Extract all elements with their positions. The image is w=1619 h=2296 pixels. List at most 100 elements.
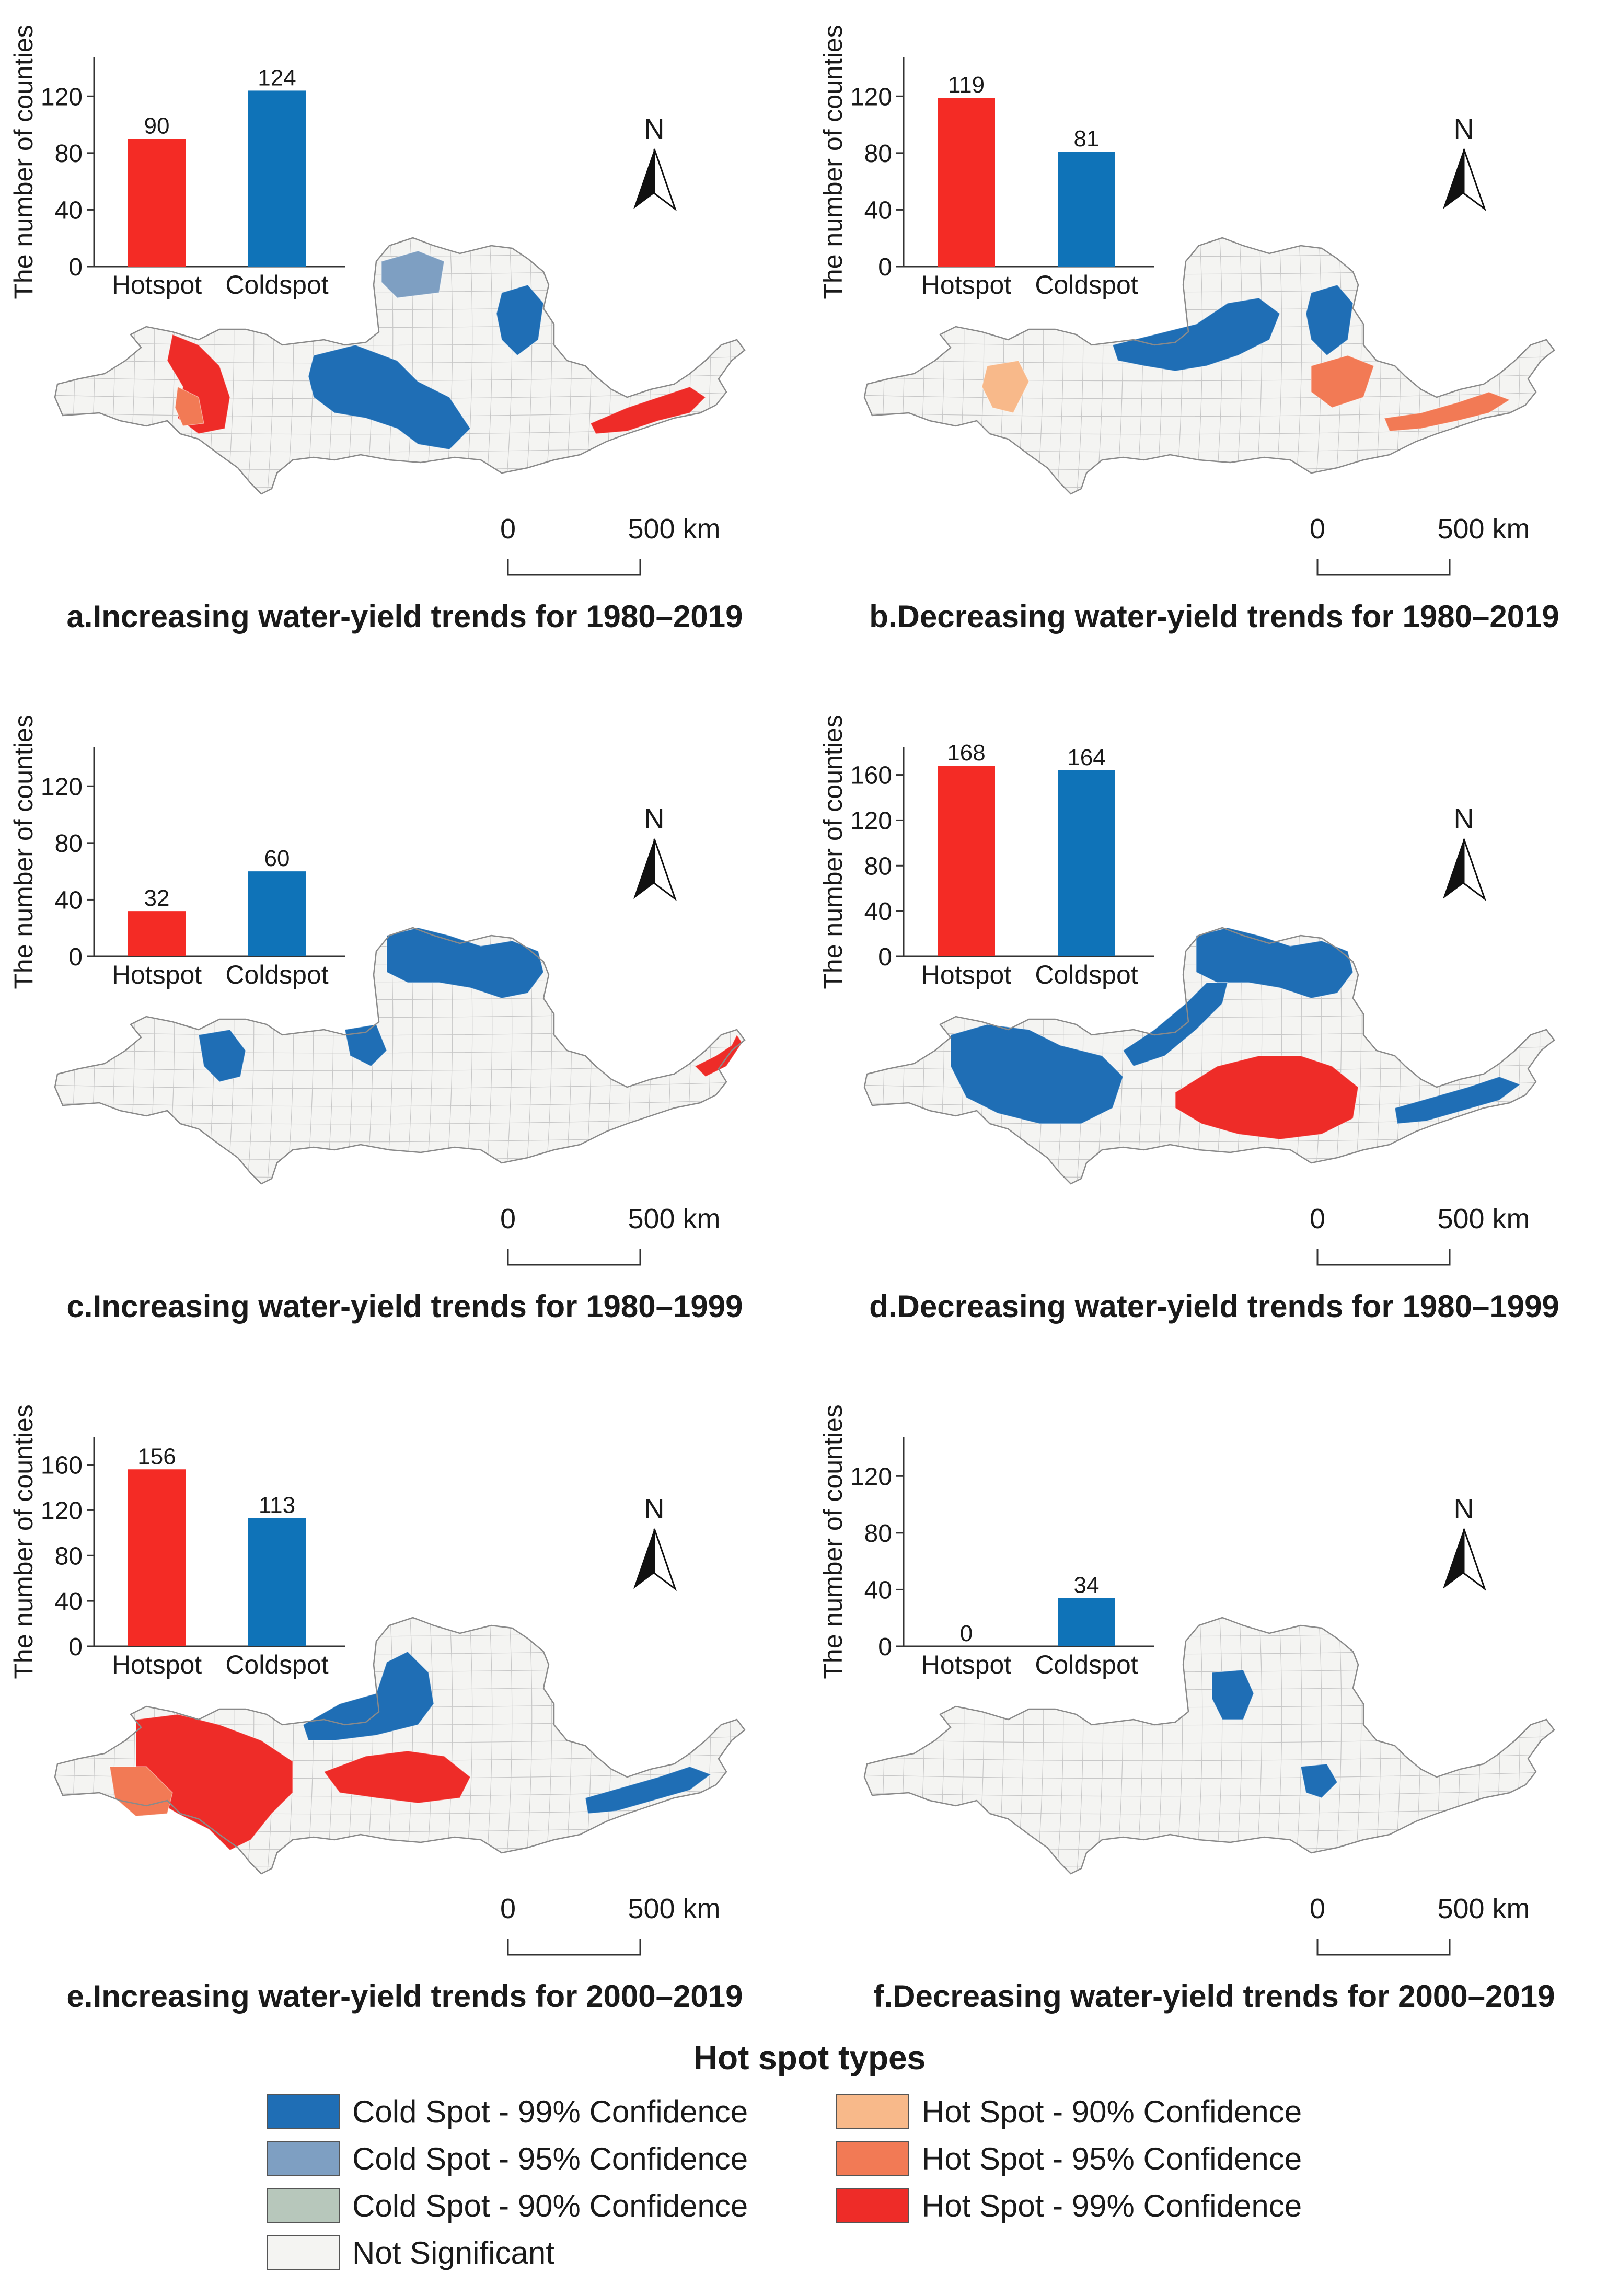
x-tick-label: Coldspot bbox=[1035, 270, 1138, 299]
bar-value-label: 113 bbox=[259, 1493, 295, 1518]
legend-swatch bbox=[267, 2094, 340, 2129]
legend-label: Not Significant bbox=[352, 2235, 554, 2270]
legend-item: Cold Spot - 95% Confidence bbox=[267, 2138, 748, 2179]
panel-f-graphic: The number of counties 0 40 80 120 0 Hotspot 34… bbox=[818, 1404, 1555, 1956]
bar-chart: The number of counties 0 40 80 120 90 Hotspot 1… bbox=[9, 25, 345, 299]
y-tick-label: 40 bbox=[864, 197, 892, 224]
region-hot95-upper bbox=[175, 386, 204, 426]
panel-a: The number of counties 0 40 80 120 90 Hotspot 1… bbox=[0, 0, 810, 690]
basin-map bbox=[54, 1617, 746, 1875]
y-tick-label: 160 bbox=[850, 762, 892, 790]
y-tick-label: 40 bbox=[55, 197, 83, 224]
legend: Hot spot types Cold Spot - 99% Confidenc… bbox=[0, 2028, 1619, 2296]
bar-value-label: 119 bbox=[948, 72, 985, 98]
scale-bar: 0 500 km bbox=[1310, 513, 1530, 576]
region-cold99-lower bbox=[1394, 1076, 1521, 1124]
x-tick-label: Coldspot bbox=[225, 270, 328, 299]
y-tick-label: 80 bbox=[55, 830, 83, 858]
caption-f: f.Decreasing water-yield trends for 2000… bbox=[873, 1979, 1555, 2014]
region-cold99-northeast bbox=[1305, 284, 1354, 356]
legend-swatch bbox=[267, 2235, 340, 2270]
bar-hotspot bbox=[128, 1469, 186, 1646]
bar-value-label: 81 bbox=[1074, 126, 1100, 152]
bar-chart: The number of counties 0 40 80 120 160 168 Hots… bbox=[818, 714, 1154, 989]
y-axis-label: The number of counties bbox=[818, 1404, 848, 1679]
panel-d: The number of counties 0 40 80 120 160 168 Hots… bbox=[810, 690, 1619, 1380]
legend-label: Hot Spot - 90% Confidence bbox=[922, 2094, 1302, 2129]
x-tick-label: Coldspot bbox=[1035, 960, 1138, 989]
panel-b: The number of counties 0 40 80 120 119 Hotspot… bbox=[810, 0, 1619, 690]
x-tick-label: Hotspot bbox=[112, 1650, 202, 1679]
y-tick-label: 80 bbox=[864, 852, 892, 880]
svg-text:N: N bbox=[644, 803, 665, 835]
x-tick-label: Hotspot bbox=[921, 960, 1011, 989]
region-cold99-small-center bbox=[1211, 1669, 1254, 1720]
y-tick-label: 80 bbox=[55, 140, 83, 168]
y-tick-label: 0 bbox=[68, 1633, 83, 1661]
y-tick-label: 40 bbox=[55, 886, 83, 914]
y-tick-label: 0 bbox=[68, 253, 83, 281]
panel-c: The number of counties 0 40 80 120 32 Hotspot 6… bbox=[0, 690, 810, 1380]
bar-value-label: 124 bbox=[258, 65, 296, 90]
bar-coldspot bbox=[1058, 152, 1115, 267]
legend-swatch bbox=[267, 2188, 340, 2223]
bar-chart: The number of counties 0 40 80 120 32 Hotspot 6… bbox=[9, 714, 345, 989]
y-tick-label: 40 bbox=[55, 1588, 83, 1616]
y-axis-label: The number of counties bbox=[818, 714, 848, 989]
bar-hotspot bbox=[938, 98, 995, 267]
panel-f: The number of counties 0 40 80 120 0 Hotspot 34… bbox=[810, 1380, 1619, 2070]
region-hot99-tip bbox=[694, 1034, 743, 1077]
region-cold99-arc bbox=[1122, 982, 1228, 1067]
basin-map bbox=[863, 927, 1555, 1185]
bar-value-label: 34 bbox=[1074, 1573, 1100, 1598]
x-tick-label: Hotspot bbox=[921, 1650, 1011, 1679]
north-arrow-icon: N bbox=[1443, 1493, 1487, 1591]
svg-text:500 km: 500 km bbox=[628, 1893, 720, 1924]
y-tick-label: 80 bbox=[55, 1542, 83, 1570]
scale-bar: 0 500 km bbox=[500, 513, 721, 576]
region-cold99-lower bbox=[585, 1766, 712, 1814]
panel-e-graphic: The number of counties 0 40 80 120 160 156 Hots… bbox=[9, 1404, 746, 1956]
svg-text:0: 0 bbox=[500, 513, 516, 545]
legend-swatch bbox=[836, 2188, 909, 2223]
region-cold99-northeast bbox=[496, 284, 544, 356]
bar-hotspot bbox=[938, 766, 995, 956]
y-axis-label: The number of counties bbox=[9, 1404, 38, 1679]
bar-coldspot bbox=[248, 871, 306, 956]
y-tick-label: 0 bbox=[68, 943, 83, 971]
region-cold99-west-big bbox=[950, 1024, 1124, 1124]
svg-text:500 km: 500 km bbox=[628, 1203, 720, 1234]
bar-value-label: 0 bbox=[960, 1621, 973, 1646]
y-tick-label: 120 bbox=[41, 1497, 83, 1525]
svg-text:N: N bbox=[1454, 113, 1474, 145]
bar-chart: The number of counties 0 40 80 120 160 156 Hots… bbox=[9, 1404, 345, 1679]
svg-text:N: N bbox=[644, 1493, 665, 1525]
region-cold99-west-small bbox=[198, 1029, 246, 1082]
y-tick-label: 120 bbox=[850, 83, 892, 111]
y-tick-label: 120 bbox=[41, 773, 83, 801]
y-tick-label: 0 bbox=[878, 943, 892, 971]
region-hot95-lower bbox=[1383, 391, 1511, 432]
panel-e: The number of counties 0 40 80 120 160 156 Hots… bbox=[0, 1380, 810, 2070]
panel-c-graphic: The number of counties 0 40 80 120 32 Hotspot 6… bbox=[9, 714, 746, 1266]
legend-swatch bbox=[836, 2141, 909, 2176]
legend-item: Hot Spot - 95% Confidence bbox=[836, 2138, 1302, 2179]
y-tick-label: 0 bbox=[878, 1633, 892, 1661]
legend-item: Not Significant bbox=[267, 2232, 554, 2274]
scale-bar: 0 500 km bbox=[500, 1203, 721, 1266]
x-tick-label: Hotspot bbox=[921, 270, 1011, 299]
caption-d: d.Decreasing water-yield trends for 1980… bbox=[869, 1289, 1559, 1324]
region-cold99-band bbox=[1112, 297, 1280, 372]
svg-text:0: 0 bbox=[1310, 1203, 1325, 1234]
region-hot95-east bbox=[1311, 355, 1374, 408]
svg-text:N: N bbox=[644, 113, 665, 145]
north-arrow-icon: N bbox=[633, 113, 677, 212]
caption-a: a.Increasing water-yield trends for 1980… bbox=[66, 599, 743, 634]
bar-hotspot bbox=[128, 911, 186, 956]
legend-label: Hot Spot - 95% Confidence bbox=[922, 2141, 1302, 2176]
y-tick-label: 0 bbox=[878, 253, 892, 281]
bar-coldspot bbox=[1058, 1598, 1115, 1646]
svg-text:500 km: 500 km bbox=[628, 513, 720, 545]
region-cold99-center-col bbox=[303, 1651, 434, 1741]
